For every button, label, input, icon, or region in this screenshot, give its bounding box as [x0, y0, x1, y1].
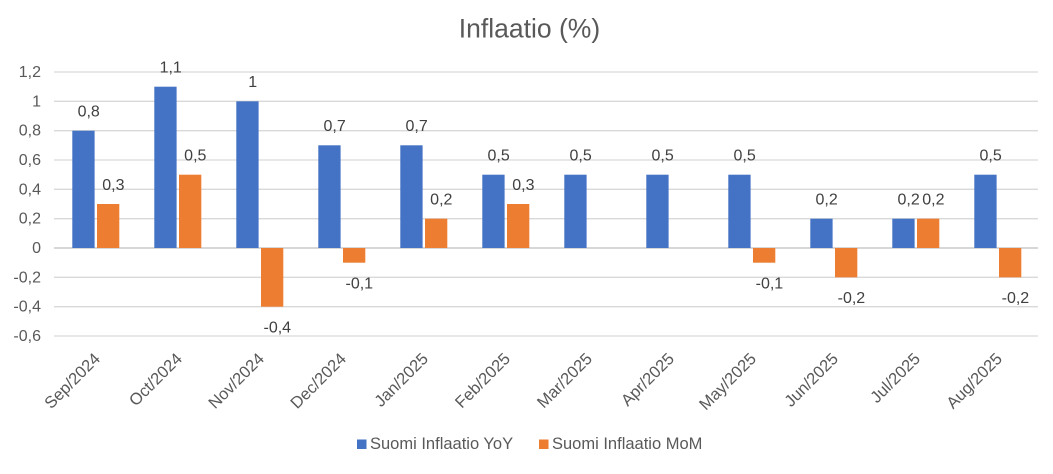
- svg-text:0,7: 0,7: [323, 118, 345, 135]
- svg-text:-0,2: -0,2: [13, 269, 41, 286]
- svg-text:0,5: 0,5: [184, 148, 206, 165]
- svg-text:0,2: 0,2: [19, 211, 41, 228]
- svg-text:Inflaatio (%): Inflaatio (%): [459, 14, 600, 44]
- svg-text:-0,4: -0,4: [264, 320, 292, 337]
- svg-text:0,5: 0,5: [487, 148, 509, 165]
- svg-text:0,5: 0,5: [651, 148, 673, 165]
- svg-text:0: 0: [32, 240, 41, 257]
- svg-text:0,6: 0,6: [19, 152, 41, 169]
- svg-text:1: 1: [248, 74, 257, 91]
- svg-text:1,1: 1,1: [160, 60, 182, 77]
- svg-text:0,5: 0,5: [569, 148, 591, 165]
- svg-text:0,3: 0,3: [102, 177, 124, 194]
- svg-text:0,8: 0,8: [78, 104, 100, 121]
- svg-text:-0,1: -0,1: [346, 276, 374, 293]
- svg-text:0,7: 0,7: [405, 118, 427, 135]
- svg-text:0,4: 0,4: [19, 181, 41, 198]
- svg-text:0,5: 0,5: [733, 148, 755, 165]
- svg-text:-0,6: -0,6: [13, 328, 41, 345]
- svg-text:0,3: 0,3: [512, 177, 534, 194]
- svg-text:0,2: 0,2: [430, 192, 452, 209]
- svg-text:0,2: 0,2: [897, 192, 919, 209]
- svg-text:Suomi Inflaatio MoM: Suomi Inflaatio MoM: [552, 435, 702, 453]
- svg-text:0,5: 0,5: [979, 148, 1001, 165]
- svg-text:-0,2: -0,2: [1002, 290, 1030, 307]
- svg-text:0,8: 0,8: [19, 123, 41, 140]
- svg-text:-0,1: -0,1: [756, 276, 784, 293]
- svg-text:1: 1: [32, 93, 41, 110]
- svg-text:0,2: 0,2: [922, 192, 944, 209]
- svg-text:-0,2: -0,2: [838, 290, 866, 307]
- svg-text:Suomi Inflaatio YoY: Suomi Inflaatio YoY: [370, 435, 513, 453]
- svg-text:-0,4: -0,4: [13, 299, 41, 316]
- svg-text:0,2: 0,2: [815, 192, 837, 209]
- svg-text:1,2: 1,2: [19, 64, 41, 81]
